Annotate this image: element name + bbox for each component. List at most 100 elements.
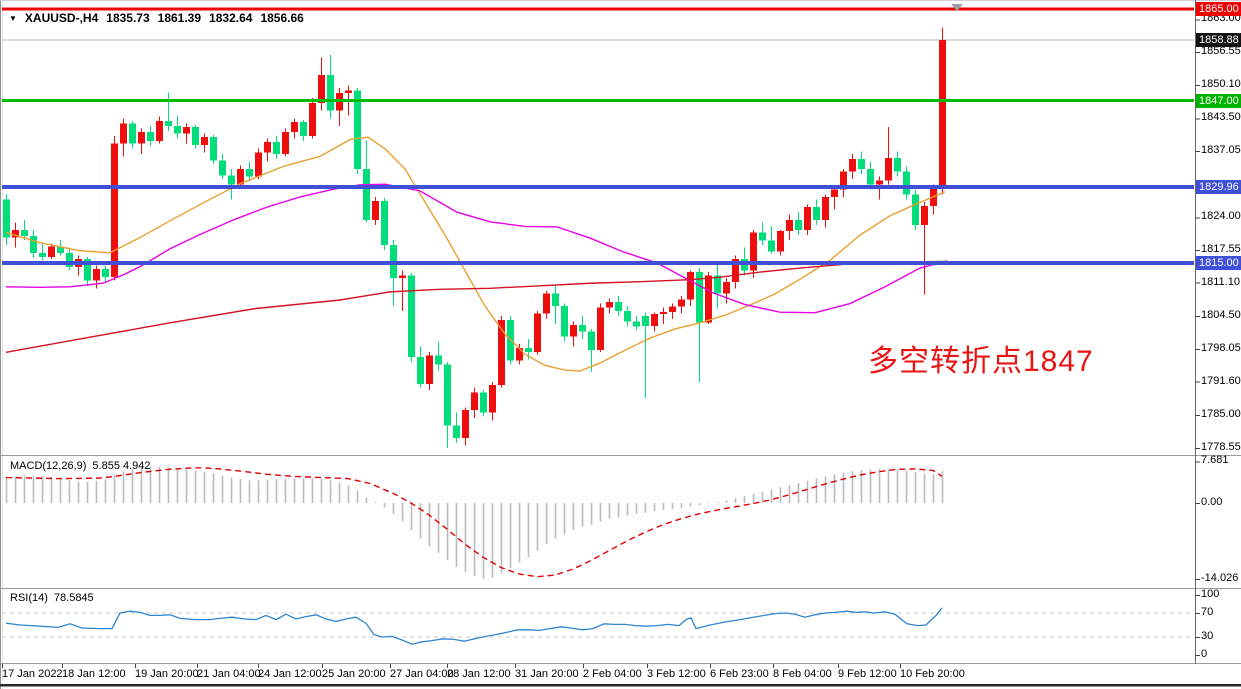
candle: [354, 87, 361, 175]
candle: [606, 298, 613, 314]
candle: [687, 270, 694, 307]
macd-signal-line: [5, 467, 943, 578]
candle: [471, 387, 478, 418]
candle: [885, 126, 892, 185]
candle: [597, 303, 604, 352]
candles: [3, 27, 946, 449]
candle: [3, 194, 10, 246]
candle: [129, 120, 136, 149]
candle: [300, 119, 307, 142]
candle: [273, 136, 280, 159]
candle: [57, 240, 64, 256]
candle: [147, 125, 154, 147]
candle: [516, 344, 523, 365]
candle: [201, 133, 208, 153]
candle: [714, 261, 721, 309]
candle: [759, 222, 766, 246]
candle: [390, 240, 397, 307]
candle: [219, 153, 226, 180]
candle: [921, 202, 928, 295]
candle: [813, 199, 820, 225]
candle: [174, 115, 181, 139]
candle: [552, 285, 559, 324]
candle: [723, 278, 730, 304]
candle: [48, 243, 55, 259]
candle: [417, 346, 424, 388]
candle: [768, 225, 775, 254]
candle: [903, 166, 910, 200]
candle: [912, 189, 919, 230]
candle: [291, 118, 298, 139]
candle: [138, 128, 145, 154]
candle: [822, 194, 829, 228]
candle: [21, 219, 28, 241]
candle: [210, 135, 217, 164]
candle: [120, 118, 127, 157]
candle: [408, 273, 415, 362]
candle: [561, 303, 568, 342]
candle: [858, 151, 865, 175]
candle: [435, 341, 442, 371]
candle: [264, 138, 271, 162]
candle: [309, 97, 316, 139]
candle: [588, 328, 595, 373]
candle: [633, 316, 640, 330]
candle: [282, 128, 289, 157]
candle: [327, 54, 334, 119]
candle: [30, 229, 37, 258]
candle: [318, 57, 325, 111]
candle: [165, 92, 172, 131]
candle: [462, 407, 469, 446]
candle: [660, 307, 667, 324]
candle: [336, 87, 343, 126]
candle: [480, 389, 487, 417]
candle: [444, 361, 451, 449]
candle: [228, 169, 235, 200]
candle: [39, 242, 46, 261]
candle: [255, 148, 262, 180]
candle: [372, 196, 379, 225]
candle: [426, 351, 433, 390]
candle: [615, 295, 622, 317]
candle: [840, 169, 847, 197]
candle: [849, 153, 856, 180]
candle: [732, 255, 739, 289]
candle: [246, 161, 253, 182]
candle: [381, 197, 388, 251]
candle: [183, 123, 190, 144]
candle: [570, 321, 577, 347]
candle: [642, 312, 649, 398]
candle: [75, 255, 82, 276]
candle: [786, 214, 793, 241]
candle: [669, 303, 676, 319]
ma-fast-orange: [5, 136, 946, 372]
candle: [705, 272, 712, 324]
candle: [651, 312, 658, 332]
candle: [66, 247, 73, 271]
candle: [363, 141, 370, 223]
candle: [102, 265, 109, 284]
candle: [894, 151, 901, 177]
candle: [192, 124, 199, 149]
candle: [777, 229, 784, 256]
candle: [489, 382, 496, 421]
candle: [543, 290, 550, 319]
candle: [624, 306, 631, 327]
candle: [831, 186, 838, 210]
macd-histogram: [5, 466, 944, 579]
rsi-line: [5, 607, 943, 645]
ma-mid-magenta: [5, 183, 948, 314]
ma-slow-red: [5, 260, 948, 353]
candle: [804, 204, 811, 236]
candle: [111, 136, 118, 281]
candle: [867, 161, 874, 190]
candle: [939, 27, 946, 195]
candle: [453, 412, 460, 444]
window-bottom-border: [0, 684, 1241, 687]
candle: [156, 116, 163, 144]
candle: [696, 268, 703, 383]
candle: [795, 212, 802, 236]
arrow-down-icon: [951, 4, 963, 11]
